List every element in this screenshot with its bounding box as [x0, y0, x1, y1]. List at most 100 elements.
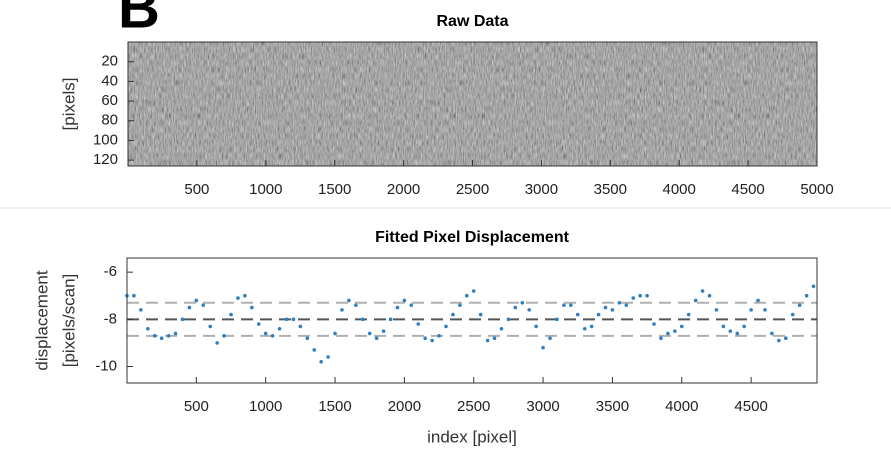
data-point	[693, 298, 698, 303]
data-point	[270, 334, 275, 338]
panel-label: B	[118, 0, 160, 40]
x-tick-label: 1000	[249, 398, 282, 415]
data-point	[381, 329, 386, 333]
data-point	[250, 305, 254, 310]
x-tick-label: 1000	[249, 181, 282, 198]
data-point	[492, 336, 497, 340]
data-point	[451, 312, 455, 317]
data-point	[173, 331, 178, 336]
data-point	[645, 293, 649, 298]
data-point	[298, 324, 303, 329]
data-point	[797, 303, 802, 307]
data-point	[208, 324, 213, 329]
data-point	[527, 308, 532, 312]
x-tick-label: 500	[184, 181, 209, 198]
y-tick-label: -6	[104, 263, 117, 280]
x-tick-label: 4000	[665, 398, 698, 415]
data-point	[243, 293, 247, 298]
data-point	[499, 326, 504, 331]
data-point	[721, 324, 726, 329]
data-point	[333, 331, 337, 336]
y-tick-label: 20	[101, 53, 118, 70]
y-tick-label: 40	[101, 72, 118, 89]
data-point	[679, 324, 684, 329]
y-axis-label: [pixels/scan]	[59, 274, 78, 368]
data-point	[562, 303, 566, 307]
data-point	[340, 308, 344, 312]
x-tick-label: 2500	[457, 398, 490, 415]
data-point	[132, 293, 136, 298]
data-point	[804, 293, 809, 298]
data-point	[146, 326, 150, 331]
y-tick-label: -8	[104, 310, 117, 327]
data-point	[610, 308, 615, 312]
data-point	[596, 312, 601, 317]
x-tick-label: 3500	[594, 181, 627, 198]
data-point	[277, 326, 282, 331]
data-point	[423, 336, 427, 340]
data-point	[215, 341, 219, 345]
x-tick-label: 5000	[800, 181, 833, 198]
data-point	[617, 301, 622, 305]
data-point	[513, 305, 518, 310]
x-tick-label: 1500	[318, 398, 351, 415]
data-point	[631, 296, 636, 300]
chart-title: Raw Data	[436, 13, 508, 30]
data-point	[201, 303, 206, 307]
data-point	[589, 324, 594, 329]
data-point	[416, 322, 421, 326]
y-tick-label: -10	[95, 357, 117, 374]
data-point	[360, 317, 365, 322]
data-point	[541, 345, 545, 350]
data-point	[194, 298, 199, 303]
data-point	[319, 359, 323, 364]
x-tick-label: 2000	[387, 181, 420, 198]
data-point	[520, 301, 525, 305]
y-axis-label: [pixels]	[59, 78, 78, 131]
y-tick-label: 100	[93, 131, 118, 148]
raw-image	[128, 42, 817, 166]
data-point	[624, 303, 629, 307]
data-point	[700, 289, 705, 293]
data-point	[728, 329, 733, 333]
data-point	[777, 338, 781, 343]
data-point	[686, 312, 691, 317]
y-tick-label: 80	[101, 112, 118, 129]
data-point	[291, 317, 296, 322]
data-point	[603, 305, 608, 310]
x-tick-label: 3500	[596, 398, 629, 415]
data-point	[139, 308, 143, 312]
data-point	[374, 336, 379, 340]
data-point	[534, 324, 538, 329]
data-point	[652, 322, 656, 326]
plot-area	[127, 258, 817, 383]
data-point	[659, 336, 663, 340]
data-point	[305, 336, 310, 340]
data-point	[187, 305, 192, 310]
data-point	[312, 348, 317, 352]
x-tick-label: 4000	[663, 181, 696, 198]
data-point	[166, 334, 171, 338]
data-point	[548, 336, 552, 340]
data-point	[236, 296, 240, 300]
y-axis-label: displacement	[32, 270, 51, 370]
data-point	[666, 331, 670, 336]
data-point	[180, 317, 185, 322]
y-tick-label: 60	[101, 92, 118, 109]
data-point	[478, 312, 483, 317]
x-tick-label: 4500	[731, 181, 764, 198]
x-tick-label: 2500	[456, 181, 489, 198]
data-point	[347, 298, 351, 303]
x-tick-label: 3000	[525, 181, 558, 198]
data-point	[354, 303, 358, 307]
data-point	[464, 293, 469, 298]
data-point	[430, 338, 434, 343]
data-point	[471, 289, 476, 293]
data-point	[756, 298, 760, 303]
x-axis-label: index [pixel]	[427, 427, 517, 446]
data-point	[707, 293, 712, 298]
data-point	[749, 308, 753, 312]
x-tick-label: 2000	[388, 398, 421, 415]
x-tick-label: 500	[184, 398, 209, 415]
